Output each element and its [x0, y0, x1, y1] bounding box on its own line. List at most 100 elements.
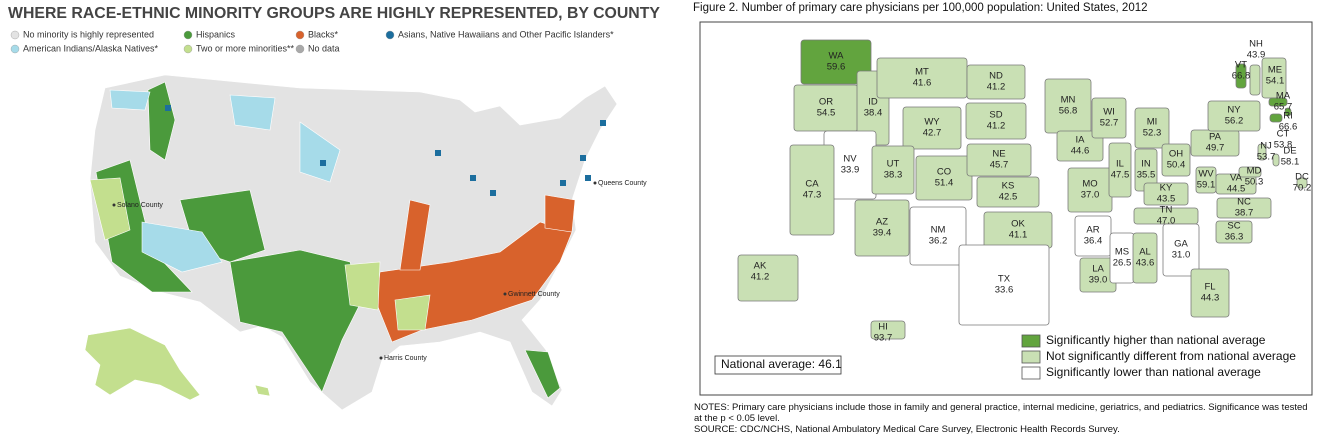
left-title: WHERE RACE-ETHNIC MINORITY GROUPS ARE HI…	[8, 5, 660, 22]
region-asian	[490, 190, 496, 196]
state	[854, 199, 910, 257]
state	[1238, 166, 1262, 178]
state	[1143, 182, 1189, 206]
legend-swatch	[385, 30, 395, 40]
region-asian	[580, 155, 586, 161]
state-abbr: WI	[1103, 107, 1115, 118]
state	[966, 143, 1032, 177]
state-value: 52.7	[1100, 118, 1119, 129]
state-value: 54.5	[817, 108, 836, 119]
state-value: 66.6	[1279, 122, 1298, 133]
state-value: 42.5	[999, 192, 1018, 203]
state-value: 66.8	[1232, 71, 1251, 82]
legend-label: Asians, Native Hawaiians and Other Pacif…	[398, 29, 614, 39]
state-abbr: LA	[1092, 264, 1104, 275]
state-value: 38.4	[864, 108, 883, 119]
state-value: 39.0	[1089, 275, 1108, 286]
state-abbr: WV	[1198, 169, 1214, 180]
region-black	[399, 199, 431, 271]
legend-label: American Indians/Alaska Natives*	[23, 43, 159, 53]
state	[958, 244, 1050, 326]
state-abbr: MN	[1061, 95, 1076, 106]
state-abbr: KS	[1002, 181, 1015, 192]
state	[1134, 107, 1170, 149]
region-native	[141, 221, 223, 273]
county-label: Solano County	[117, 202, 163, 209]
state-abbr: NV	[843, 154, 857, 165]
state-value: 53.8	[1274, 140, 1293, 151]
state-abbr: OH	[1169, 149, 1183, 160]
state-value: 41.6	[913, 78, 932, 89]
legend-label: No data	[308, 43, 340, 53]
state-value: 49.7	[1206, 143, 1225, 154]
state-abbr: VA	[1230, 173, 1243, 184]
us-outline	[89, 74, 618, 411]
state-value: 50.4	[1167, 160, 1186, 171]
state	[902, 106, 962, 150]
legend-swatch	[183, 30, 193, 40]
state-value: 26.5	[1113, 258, 1132, 269]
state-abbr: ID	[868, 97, 878, 108]
state-value: 54.1	[1266, 76, 1285, 87]
state	[1190, 268, 1230, 318]
state-abbr: WA	[829, 51, 845, 62]
state-abbr: TX	[998, 274, 1011, 285]
region-native	[299, 121, 341, 183]
state-abbr: IN	[1141, 159, 1151, 170]
county-dot	[593, 181, 597, 185]
state-value: 58.1	[1281, 157, 1300, 168]
state	[976, 176, 1040, 208]
legend-swatch	[10, 30, 20, 40]
state-abbr: MA	[1276, 91, 1291, 102]
state-abbr: OR	[819, 97, 833, 108]
state-value: 53.7	[1257, 152, 1276, 163]
state-abbr: NE	[992, 149, 1005, 160]
state	[1056, 130, 1104, 162]
state-abbr: WY	[924, 117, 940, 128]
state	[1215, 220, 1253, 244]
state-abbr: NM	[931, 225, 946, 236]
legend-label: Not significantly different from nationa…	[1046, 349, 1296, 363]
state	[1215, 173, 1257, 195]
state	[1268, 97, 1288, 107]
state-value: 44.5	[1227, 184, 1246, 195]
state-abbr: NY	[1227, 105, 1241, 116]
region-multi	[344, 261, 381, 311]
state	[965, 102, 1027, 140]
state	[1091, 97, 1127, 139]
state-value: 59.6	[827, 62, 846, 73]
state-abbr: ND	[989, 71, 1003, 82]
state	[1207, 100, 1261, 132]
legend-swatch	[1021, 366, 1041, 380]
state-abbr: NH	[1249, 39, 1263, 50]
state-value: 41.2	[751, 272, 770, 283]
state	[1162, 223, 1200, 277]
state-value: 44.6	[1071, 146, 1090, 157]
state-abbr: VT	[1235, 60, 1247, 71]
state-value: 43.5	[1157, 194, 1176, 205]
region-hispanic	[147, 81, 176, 161]
region-multi	[89, 177, 131, 241]
state-value: 47.5	[1111, 170, 1130, 181]
state	[789, 144, 835, 236]
right-title: Figure 2. Number of primary care physici…	[693, 2, 1148, 14]
state	[1296, 177, 1308, 189]
legend-swatch	[183, 44, 193, 54]
region-asian	[165, 105, 171, 111]
state	[800, 39, 872, 85]
state	[1249, 64, 1261, 96]
region-black	[544, 194, 576, 233]
state	[871, 145, 915, 195]
legend-swatch	[295, 30, 305, 40]
region-asian	[435, 150, 441, 156]
state	[966, 64, 1026, 100]
source: SOURCE: CDC/NCHS, National Ambulatory Me…	[694, 424, 1120, 435]
region-hispanic	[229, 249, 363, 393]
state-value: 36.4	[1084, 236, 1103, 247]
state-abbr: RI	[1283, 111, 1293, 122]
state-abbr: NJ	[1260, 141, 1272, 152]
state-value: 47.3	[803, 190, 822, 201]
legend-swatch	[10, 44, 20, 54]
state-value: 47.0	[1157, 216, 1176, 227]
